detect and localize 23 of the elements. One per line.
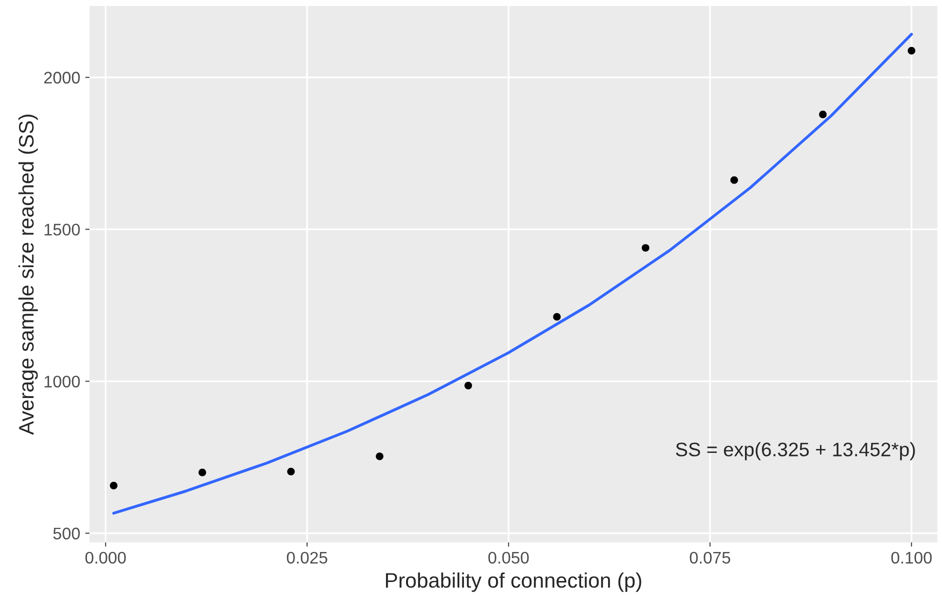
line-series <box>112 32 913 515</box>
point <box>110 482 118 490</box>
x-tick-label: 0.025 <box>286 552 328 564</box>
y-axis-title: Average sample size reached (SS) <box>18 114 38 435</box>
point <box>198 468 206 476</box>
point <box>642 244 650 252</box>
point <box>464 382 472 390</box>
point <box>819 110 827 118</box>
annotation: SS = exp(6.325 + 13.452*p) <box>676 442 915 460</box>
x-axis-title: Probability of connection (p) <box>386 572 642 592</box>
point <box>908 46 916 54</box>
x-tick-label: 0.100 <box>891 552 932 564</box>
point <box>553 313 561 321</box>
y-tick-label: 500 <box>53 528 80 540</box>
x-tick-label: 0.075 <box>690 552 730 564</box>
x-tick-label: 0.000 <box>85 552 126 564</box>
x-tick-label: 0.050 <box>488 552 529 564</box>
y-tick-label: 1500 <box>44 224 80 236</box>
point <box>730 176 738 184</box>
y-tick-label: 1000 <box>44 376 80 388</box>
point <box>376 452 384 460</box>
point <box>287 468 295 476</box>
y-tick-label: 2000 <box>44 72 80 84</box>
